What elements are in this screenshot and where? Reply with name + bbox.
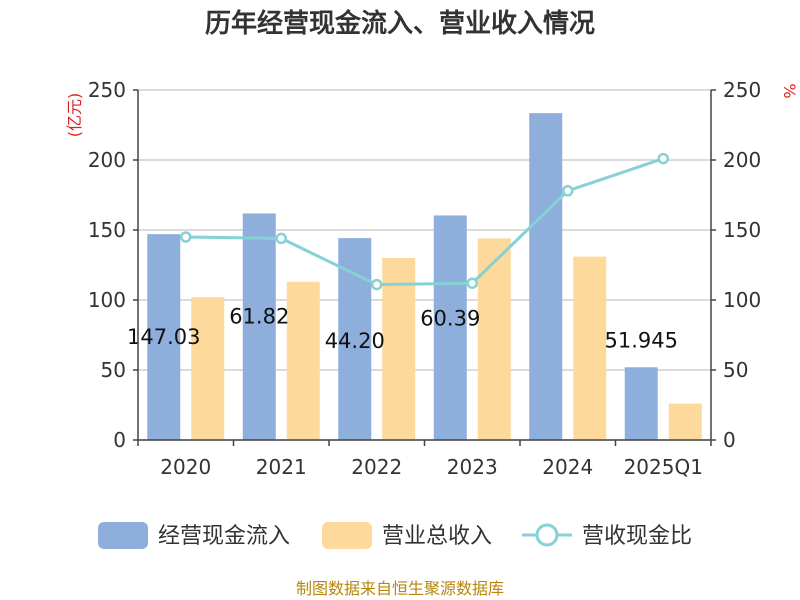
x-tick-label: 2025Q1 — [624, 455, 703, 479]
bars — [147, 113, 702, 441]
ratio-point — [371, 278, 383, 291]
cash-inflow-bar — [624, 367, 658, 440]
legend-marker-ratio — [535, 523, 559, 547]
left-tick-label: 250 — [88, 78, 126, 102]
ratio-line-path — [185, 157, 664, 287]
x-tick-label: 2023 — [447, 455, 498, 479]
x-tick-label: 2020 — [160, 455, 211, 479]
right-tick-label: 200 — [723, 148, 761, 172]
right-tick-label: 250 — [723, 78, 761, 102]
right-tick-label: 150 — [723, 218, 761, 242]
axes: 0 50 100 150 200 250 0 50 100 150 200 250 2020 2021 20… — [88, 78, 761, 479]
x-tick-label: 2021 — [256, 455, 307, 479]
right-tick-label: 50 — [723, 358, 748, 382]
ratio-point — [275, 232, 287, 245]
legend-swatch-cash-inflow — [98, 522, 148, 549]
legend: 经营现金流入 营业总收入 营收现金比 — [98, 522, 692, 549]
revenue-bar — [668, 403, 702, 440]
ratio-point — [562, 185, 574, 197]
left-tick-label: 150 — [88, 218, 126, 242]
data-label: 60.39 — [420, 306, 480, 330]
left-axis-unit: (亿元) — [65, 93, 84, 138]
revenue-bar — [382, 258, 416, 440]
right-axis-unit: % — [780, 83, 799, 98]
data-label: 44.20 — [325, 329, 385, 353]
cash-inflow-bar — [433, 215, 467, 440]
ratio-point — [180, 231, 192, 243]
ratio-line — [180, 152, 669, 291]
x-tick-label: 2024 — [542, 455, 593, 479]
left-tick-label: 0 — [113, 428, 126, 452]
legend-label-ratio: 营收现金比 — [582, 524, 692, 549]
cash-inflow-bar — [147, 234, 181, 440]
ratio-point — [657, 152, 669, 165]
chart-title: 历年经营现金流入、营业收入情况 — [205, 8, 595, 39]
data-label: 51.945 — [605, 328, 678, 352]
legend-swatch-revenue — [322, 522, 372, 549]
left-tick-label: 100 — [88, 288, 126, 312]
right-tick-label: 100 — [723, 288, 761, 312]
ratio-point — [466, 277, 478, 289]
source-note: 制图数据来自恒生聚源数据库 — [296, 579, 504, 598]
revenue-bar — [573, 256, 607, 440]
cash-inflow-bar — [242, 213, 276, 440]
data-label: 147.03 — [127, 325, 200, 349]
x-tick-label: 2022 — [351, 455, 402, 479]
revenue-bar — [191, 297, 225, 440]
left-tick-label: 50 — [101, 358, 126, 382]
revenue-bar — [286, 281, 320, 440]
legend-label-revenue: 营业总收入 — [382, 524, 492, 549]
cash-inflow-bar — [529, 113, 563, 441]
left-tick-label: 200 — [88, 148, 126, 172]
cash-inflow-bar — [338, 238, 372, 440]
right-tick-label: 0 — [723, 428, 736, 452]
revenue-bar — [477, 238, 511, 440]
data-label: 61.82 — [229, 304, 289, 328]
legend-label-cash-inflow: 经营现金流入 — [158, 524, 290, 549]
